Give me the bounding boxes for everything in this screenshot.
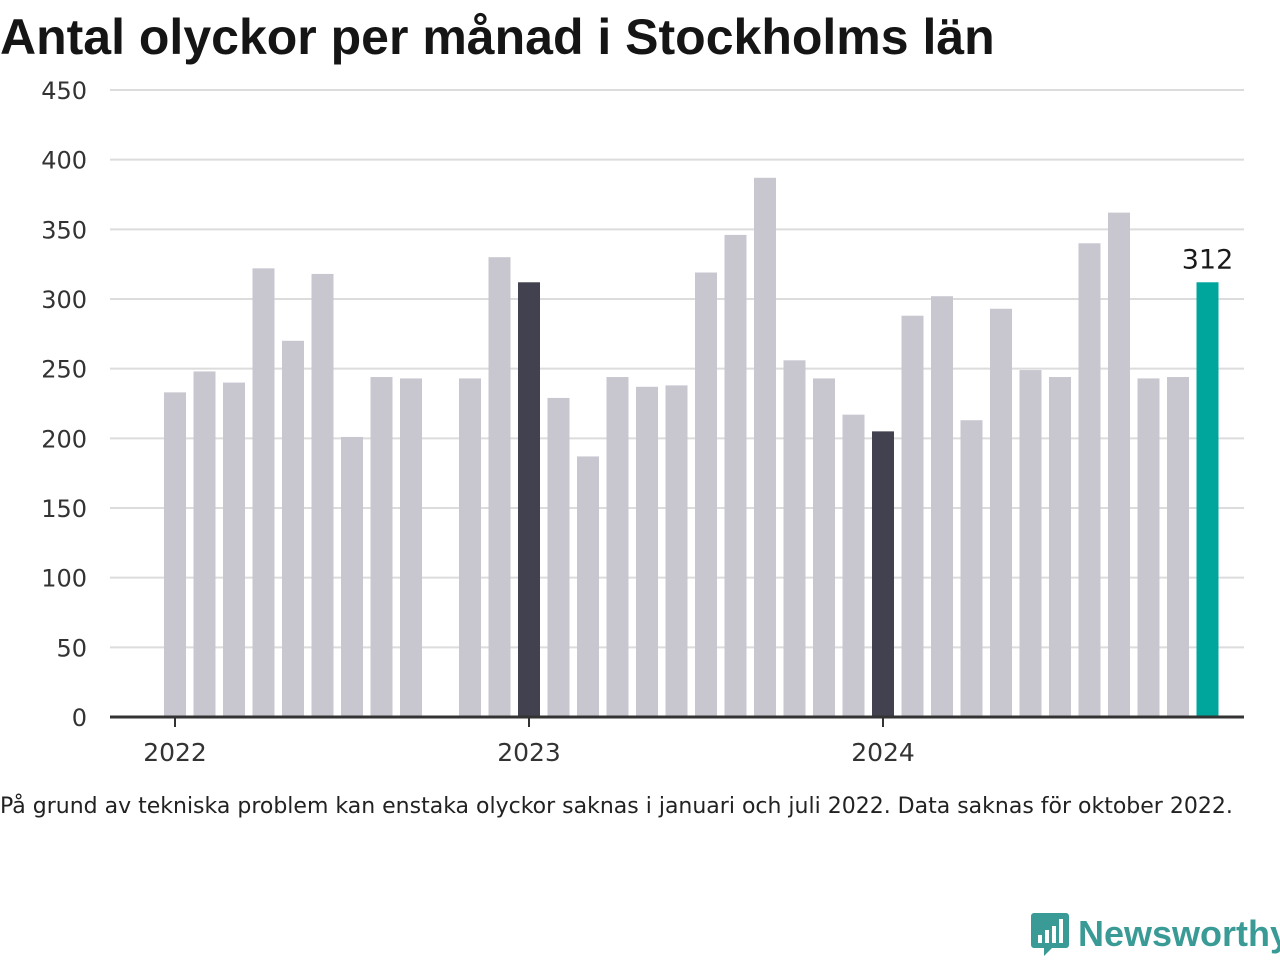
data-labels: 312 <box>1182 244 1234 275</box>
y-tick-label: 400 <box>41 147 87 175</box>
brand-name: Newsworthy <box>1078 913 1280 954</box>
bar-2023-03 <box>577 456 599 717</box>
x-tick-label: 2022 <box>143 738 207 767</box>
bar-2023-12 <box>842 414 865 717</box>
bar-2022-01 <box>164 392 186 717</box>
y-tick-label: 300 <box>41 286 87 314</box>
bar-2024-05 <box>990 308 1012 717</box>
bar-2023-06 <box>665 385 688 717</box>
y-tick-label: 200 <box>41 425 87 453</box>
bar-2024-11 <box>1167 377 1189 717</box>
bar-2023-05 <box>636 386 658 717</box>
bar-2023-11 <box>813 378 835 717</box>
y-tick-label: 350 <box>41 216 87 244</box>
bar-2022-06 <box>311 273 334 717</box>
x-tick-label: 2024 <box>851 738 915 767</box>
y-tick-label: 50 <box>56 634 87 662</box>
bar-2023-10 <box>783 360 806 717</box>
y-axis-ticks: 0 50 100 150 200 250 300 350 400 450 <box>41 77 87 732</box>
footnote: På grund av tekniska problem kan enstaka… <box>0 794 1233 819</box>
bar-2023-08 <box>724 234 747 717</box>
bar-2022-02 <box>193 371 216 717</box>
bar-2024-09 <box>1108 212 1130 717</box>
bar-2024-12 <box>1196 282 1219 717</box>
y-tick-label: 0 <box>72 704 87 732</box>
bar-2023-04 <box>606 377 629 717</box>
bar-2022-05 <box>282 340 304 717</box>
bar-2022-07 <box>341 436 363 717</box>
bar-2022-03 <box>223 382 245 717</box>
bar-2024-01 <box>872 431 894 717</box>
bar-2022-12 <box>488 257 511 717</box>
bar-2023-09 <box>754 177 776 717</box>
bar-2024-08 <box>1078 243 1101 717</box>
bar-2024-04 <box>960 420 983 717</box>
bar-2024-10 <box>1137 378 1160 717</box>
bar-2023-02 <box>547 397 570 717</box>
bar-2022-09 <box>400 378 422 717</box>
bar-chart: 0 50 100 150 200 250 300 350 400 450 312 2022 2023… <box>41 77 1244 767</box>
data-label: 312 <box>1182 244 1234 275</box>
bar-2024-07 <box>1049 377 1071 717</box>
newsworthy-logo-icon <box>1031 913 1069 956</box>
bar-2022-04 <box>252 268 275 717</box>
bar-2022-08 <box>370 377 393 717</box>
x-axis: 2022 2023 2024 <box>110 715 1244 767</box>
bar-2024-03 <box>931 296 953 717</box>
x-tick-label: 2023 <box>497 738 561 767</box>
bar-2023-07 <box>695 272 717 717</box>
bars <box>164 177 1219 717</box>
bar-2024-02 <box>901 315 924 717</box>
bar-2023-01 <box>518 282 540 717</box>
chart-title: Antal olyckor per månad i Stockholms län <box>0 9 995 65</box>
brand-logo[interactable]: Newsworthy <box>1030 908 1280 960</box>
bar-2024-06 <box>1019 370 1042 717</box>
y-tick-label: 150 <box>41 495 87 523</box>
y-tick-label: 450 <box>41 77 87 105</box>
y-tick-label: 100 <box>41 565 87 593</box>
y-tick-label: 250 <box>41 356 87 384</box>
bar-2022-11 <box>459 378 481 717</box>
